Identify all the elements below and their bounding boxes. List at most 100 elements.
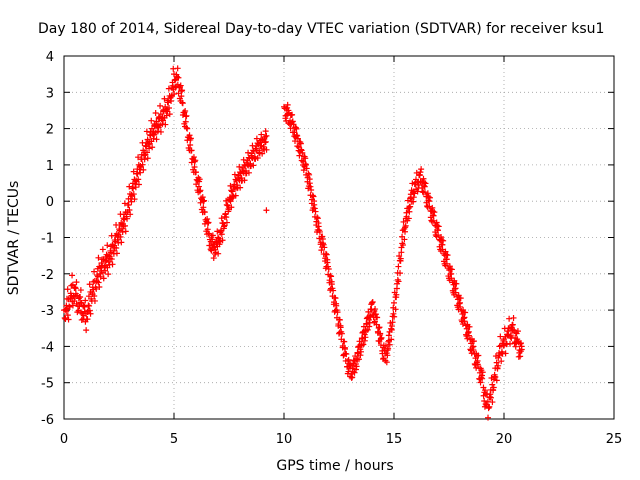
data-point xyxy=(341,344,348,351)
data-point xyxy=(477,379,484,386)
data-point xyxy=(482,387,489,394)
data-point xyxy=(497,333,504,340)
data-point xyxy=(282,115,289,122)
data-point xyxy=(417,169,424,176)
data-point xyxy=(97,273,104,280)
data-point xyxy=(162,121,169,128)
axes: 0 5 10 15 20 25 -6 -5 -4 -3 -2 -1 0 1 2 3 4 xyxy=(41,50,622,447)
data-point xyxy=(206,230,213,237)
data-point xyxy=(241,177,248,184)
data-point xyxy=(205,219,212,226)
data-point xyxy=(323,251,330,258)
data-point xyxy=(121,200,128,207)
data-point xyxy=(302,155,309,162)
data-point xyxy=(440,237,447,244)
data-point xyxy=(91,293,98,300)
data-point xyxy=(199,194,206,201)
y-tick-label: -4 xyxy=(41,340,54,355)
data-point xyxy=(217,228,224,235)
data-point xyxy=(218,215,225,222)
labels: Day 180 of 2014, Sidereal Day-to-day VTE… xyxy=(6,21,604,474)
data-point xyxy=(397,270,404,277)
data-point xyxy=(188,147,195,154)
x-axis-label: GPS time / hours xyxy=(276,458,393,474)
y-tick-label: 4 xyxy=(46,50,54,65)
data-point xyxy=(479,372,485,379)
data-point xyxy=(87,310,94,317)
data-point xyxy=(81,303,88,310)
data-point xyxy=(102,267,109,274)
data-point xyxy=(422,180,429,187)
data-point xyxy=(166,104,173,111)
data-point xyxy=(470,338,477,345)
data-point xyxy=(78,316,85,323)
data-point xyxy=(360,323,367,330)
data-point xyxy=(438,234,445,241)
data-point xyxy=(209,232,216,239)
data-point xyxy=(86,281,93,288)
data-point xyxy=(218,231,225,238)
data-point xyxy=(424,190,431,197)
data-point xyxy=(371,318,378,325)
data-point xyxy=(236,163,243,170)
data-point xyxy=(190,154,197,161)
data-point xyxy=(398,249,405,256)
data-point xyxy=(509,321,516,328)
data-point xyxy=(73,279,80,286)
data-point xyxy=(356,338,363,345)
data-point xyxy=(411,190,418,197)
data-point xyxy=(485,405,492,412)
data-point xyxy=(100,275,107,282)
data-point xyxy=(187,135,194,142)
data-point xyxy=(465,328,472,335)
data-point xyxy=(507,333,514,340)
data-point xyxy=(260,145,267,152)
data-point xyxy=(93,285,100,292)
data-point xyxy=(144,155,151,162)
data-point xyxy=(502,350,509,357)
data-point xyxy=(506,315,513,322)
data-point xyxy=(130,168,137,175)
data-point xyxy=(311,205,318,212)
data-point xyxy=(146,145,153,152)
data-point xyxy=(113,250,120,257)
data-point xyxy=(179,100,186,107)
data-point xyxy=(132,184,139,191)
data-point xyxy=(182,108,189,115)
data-point xyxy=(294,135,301,142)
data-point xyxy=(175,74,182,81)
data-point xyxy=(518,343,525,350)
data-point xyxy=(372,311,379,318)
data-point xyxy=(474,357,481,364)
data-point xyxy=(407,203,414,210)
data-point xyxy=(429,204,436,211)
data-point xyxy=(294,132,301,139)
data-point xyxy=(193,169,199,176)
data-point xyxy=(421,183,428,190)
data-point xyxy=(386,341,393,348)
chart-title: Day 180 of 2014, Sidereal Day-to-day VTE… xyxy=(38,21,604,37)
data-point xyxy=(363,320,370,327)
data-point xyxy=(388,325,395,332)
data-point xyxy=(125,201,132,208)
data-point xyxy=(369,299,375,306)
data-point xyxy=(66,303,73,310)
data-point xyxy=(72,285,79,292)
data-point xyxy=(296,152,303,159)
data-point xyxy=(383,359,390,366)
data-point xyxy=(224,202,231,209)
data-point xyxy=(219,237,226,244)
data-point xyxy=(144,149,151,156)
data-point xyxy=(495,362,502,369)
data-point xyxy=(220,225,227,232)
data-point xyxy=(84,316,91,323)
data-point xyxy=(86,302,93,309)
data-point xyxy=(389,319,396,326)
data-point xyxy=(110,247,117,254)
data-point xyxy=(223,201,230,208)
data-point xyxy=(108,256,115,263)
data-point xyxy=(448,270,455,277)
data-point xyxy=(402,222,409,229)
data-point xyxy=(65,316,72,323)
data-point xyxy=(338,330,345,337)
